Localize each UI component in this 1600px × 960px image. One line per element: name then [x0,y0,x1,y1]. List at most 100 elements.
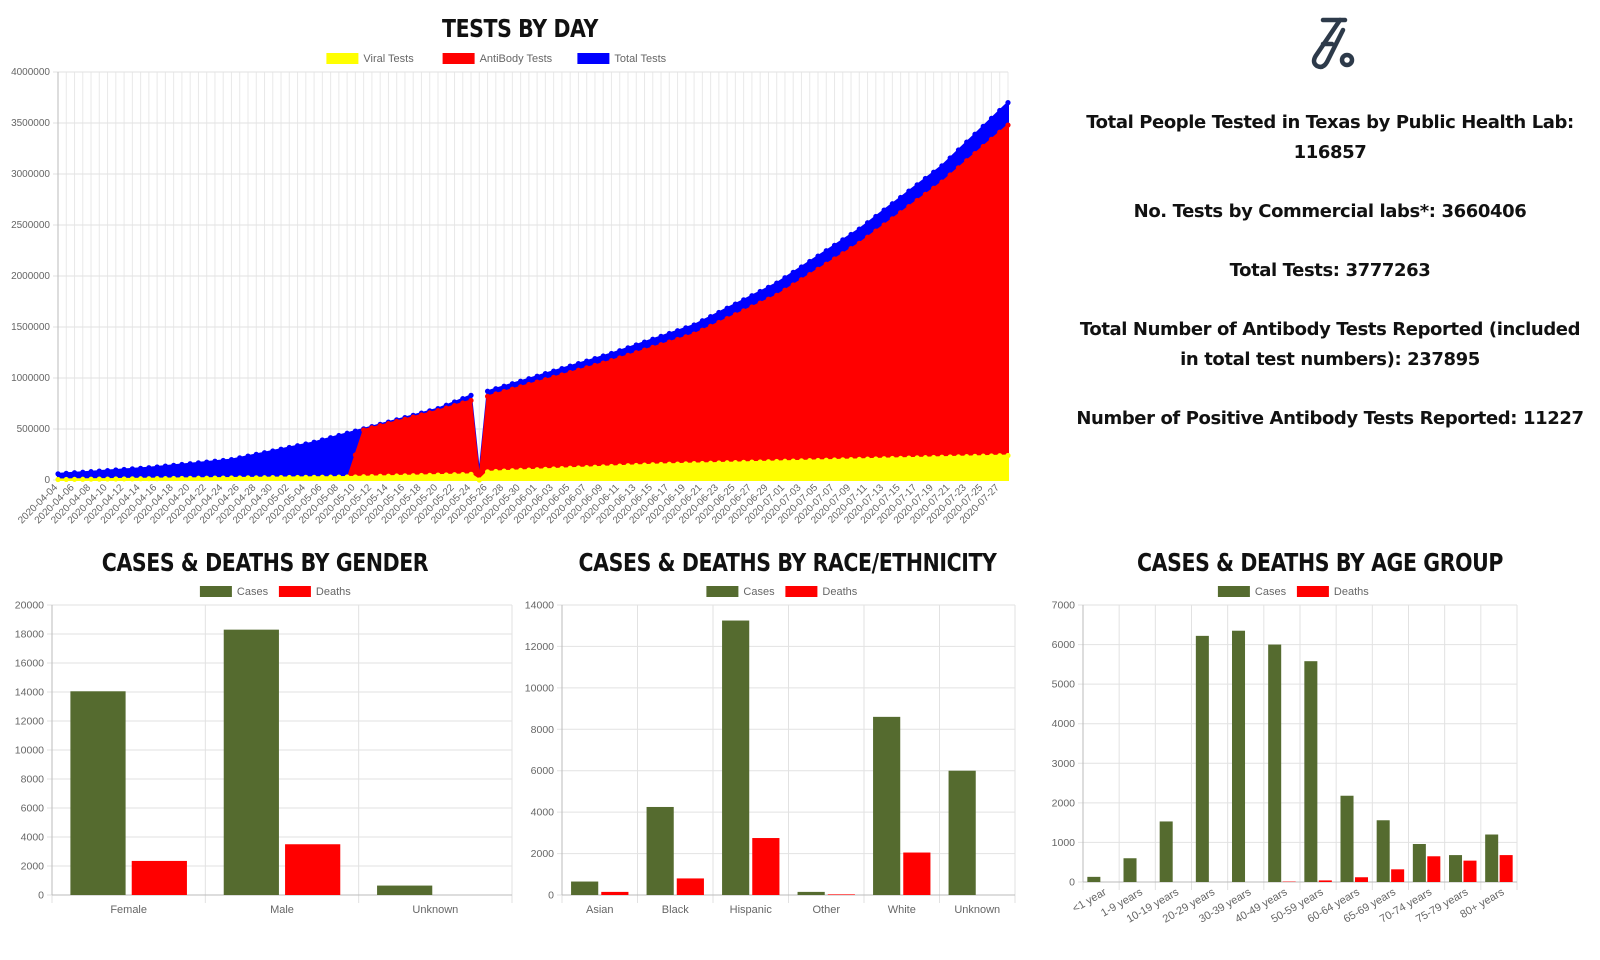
data-point [138,476,144,482]
data-point [567,369,573,376]
data-point [534,379,540,385]
data-point [377,473,383,479]
data-point [171,462,177,468]
data-point [171,475,177,482]
data-point [980,123,986,129]
y-tick-label: 1000 [1052,837,1076,849]
data-point [204,459,210,465]
data-point [509,386,515,392]
data-point [922,455,928,461]
data-point [319,437,325,443]
data-point [699,318,705,324]
data-point [63,476,69,483]
data-point [402,473,408,479]
data-point [988,453,995,459]
data-point [270,448,276,454]
data-point [575,465,582,471]
y-tick-label: 4000000 [11,67,50,78]
data-point [980,143,986,150]
y-tick-label: 20000 [15,600,44,612]
data-point [551,466,557,472]
data-point [972,453,978,459]
data-point [906,188,912,194]
data-point [964,453,970,460]
data-point [617,348,623,354]
data-point [352,428,358,434]
data-point [831,256,838,262]
data-point [699,327,705,333]
bar-cases-10-19-years [1159,821,1173,882]
data-point [509,468,515,474]
data-point [600,464,606,470]
data-point [451,472,458,478]
legend-swatch [326,53,359,64]
data-point [402,416,408,422]
age-chart-title: CASES & DEATHS BY AGE GROUP [1137,548,1503,577]
bar-deaths-70-74-years [1427,856,1441,882]
data-point [468,397,474,404]
data-point [187,461,193,467]
bar-cases-white [873,716,901,895]
data-point [484,469,491,475]
data-point [71,470,78,476]
data-point [344,430,350,436]
bar-deaths-65-69-years [1391,869,1405,882]
y-tick-label: 500000 [17,424,51,435]
data-point [815,457,821,464]
legend-swatch [199,586,232,597]
data-point [964,139,970,145]
data-point [856,240,862,246]
data-point [237,475,243,481]
data-point [674,336,681,343]
data-point [212,458,218,464]
data-point [204,475,210,481]
data-point [600,353,606,359]
bar-deaths-asian [601,891,629,895]
legend-swatch [785,586,818,597]
data-point [939,454,945,460]
bar-cases-75-79-years [1449,855,1463,882]
data-point [708,323,714,329]
data-point [757,288,763,295]
data-point [732,312,738,318]
data-point [699,460,705,467]
data-point [674,328,681,334]
bar-cases-70-74-years [1412,844,1426,882]
data-point [286,444,292,451]
data-point [451,399,458,405]
data-point [691,461,697,467]
stats-panel: Total People Tested in Texas by Public H… [1070,10,1590,463]
race-chart-title: CASES & DEATHS BY RACE/ETHNICITY [578,548,997,577]
data-point [674,461,681,467]
data-point [931,185,937,191]
data-point [955,454,962,460]
data-point [732,459,738,466]
data-point [592,355,598,362]
data-point [468,392,474,398]
data-point [1005,452,1011,459]
data-point [394,418,400,425]
data-point [997,107,1003,114]
y-tick-label: 4000 [21,832,45,844]
y-tick-label: 2000 [21,861,45,873]
data-point [658,333,664,339]
data-point [220,475,226,481]
data-point [80,469,86,475]
data-point [881,222,887,228]
data-point [336,474,342,480]
data-point [352,452,358,458]
data-point [650,336,656,342]
data-point [154,464,160,470]
data-point [245,475,251,481]
data-point [798,458,805,464]
data-point [889,201,895,207]
data-point [741,297,747,303]
data-point [427,410,433,416]
data-point [749,459,755,465]
x-tick-label: Other [812,904,840,916]
data-point [716,309,722,316]
data-point [757,300,763,306]
bar-cases-1-9-years [1123,858,1137,882]
data-point [427,472,433,478]
